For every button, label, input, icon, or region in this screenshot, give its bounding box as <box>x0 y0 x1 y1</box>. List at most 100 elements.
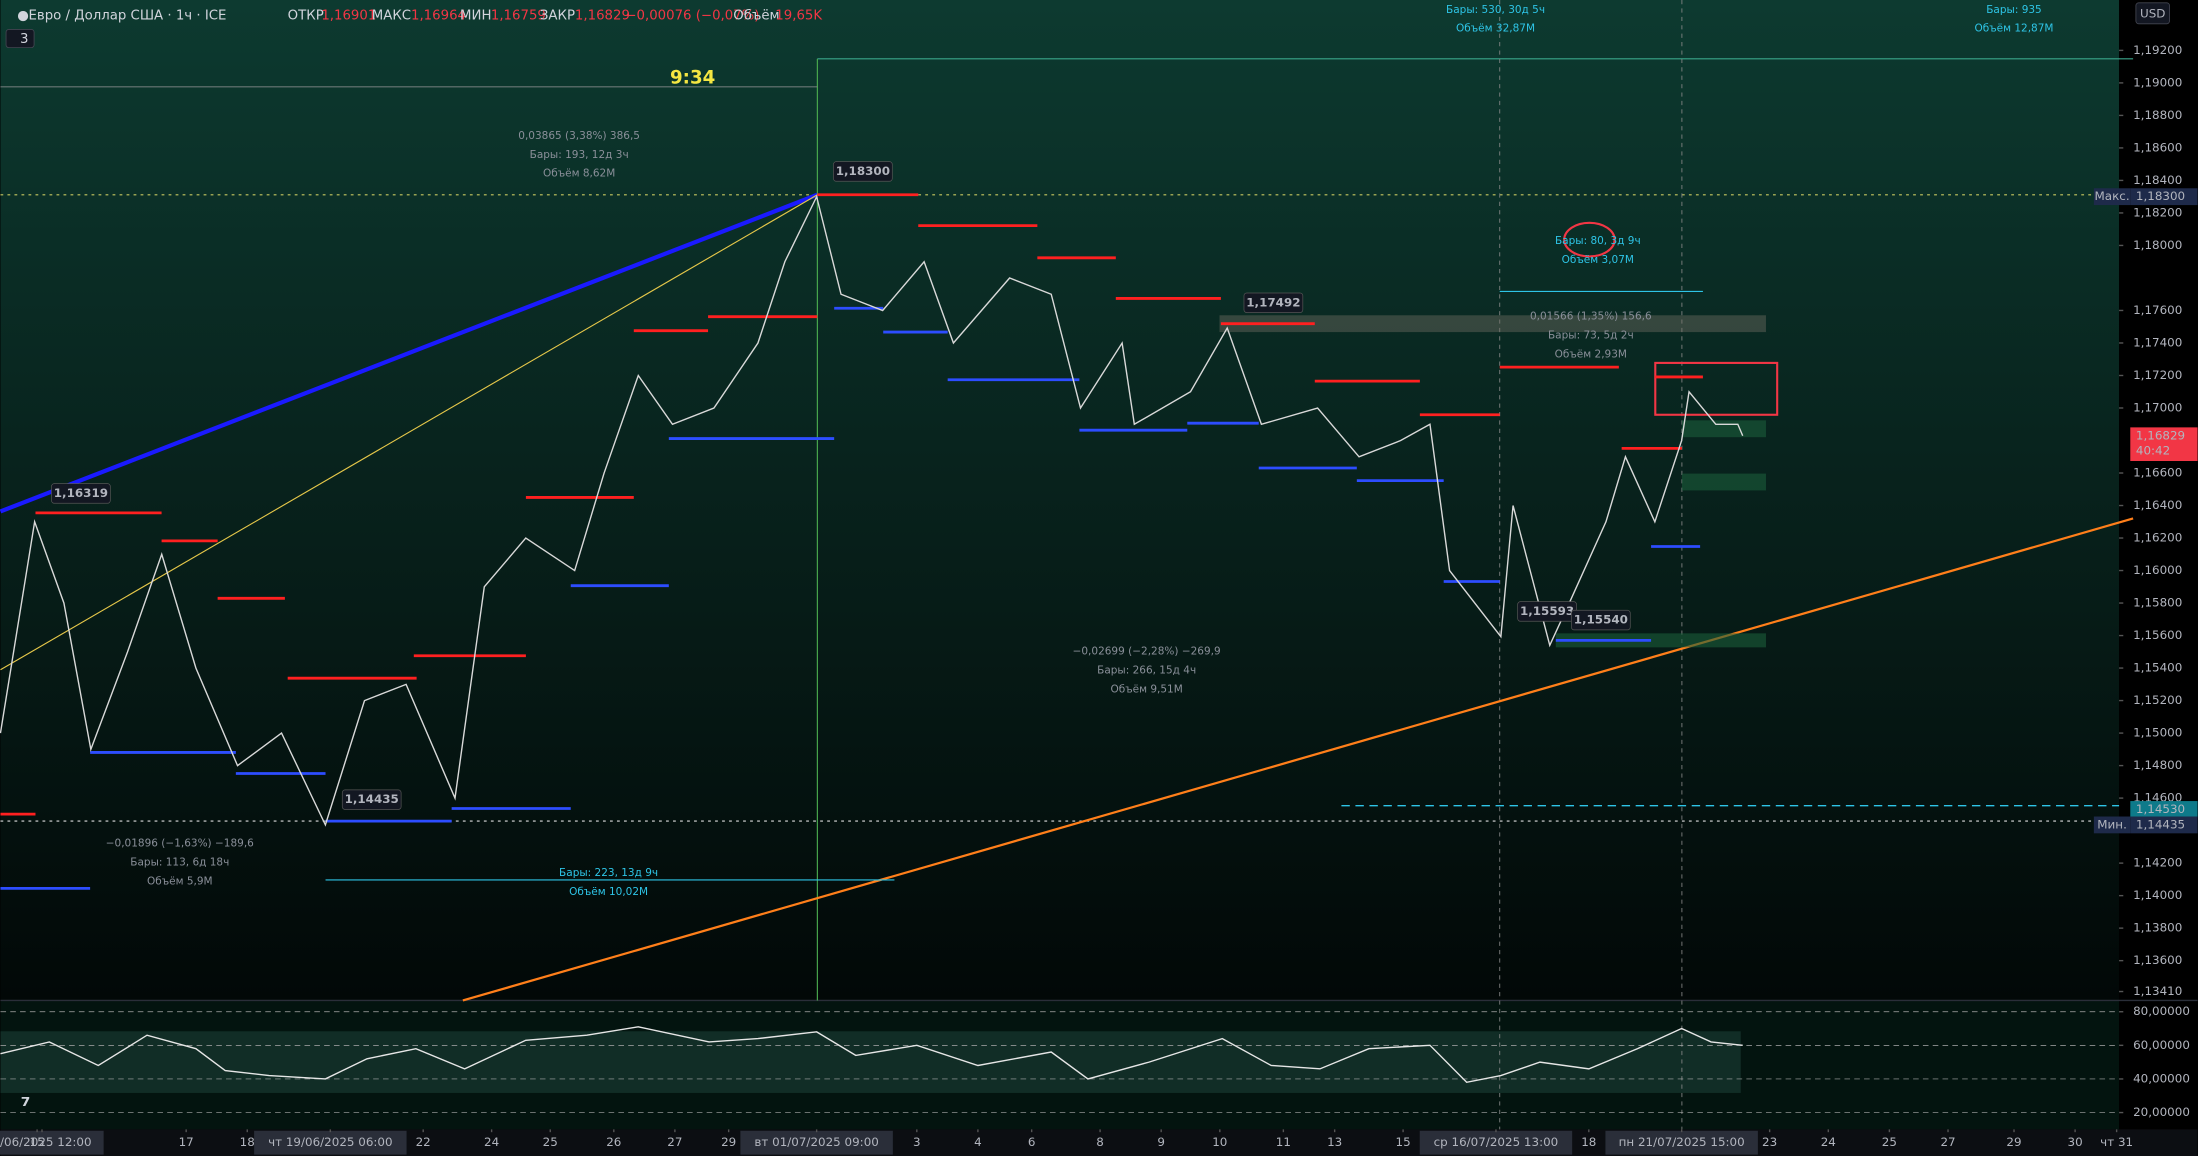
x-tick-highlight <box>1419 1130 1573 1155</box>
x-tick-label: 27 <box>1940 1135 1955 1149</box>
x-tick-label: чт 31 <box>2100 1135 2133 1149</box>
low-value: 1,16759 <box>491 8 546 23</box>
x-tick-label: 6 <box>1028 1135 1036 1149</box>
y-tick-label: 1,13410 <box>2133 984 2182 998</box>
time-marker: 9:34 <box>670 67 715 88</box>
x-tick-label: чт 19/06/2025 06:00 <box>268 1135 392 1149</box>
y-tick-label: 1,18200 <box>2133 205 2182 219</box>
x-tick-label: 15 <box>1396 1135 1411 1149</box>
y-tick-label: 1,17400 <box>2133 335 2182 349</box>
y-tick-label: 1,17600 <box>2133 303 2182 317</box>
highlight-circle <box>1563 221 1616 258</box>
y-tick-label: 1,18600 <box>2133 140 2182 154</box>
drawn-layer: 1,19200 1,19000 1,18800 1,18600 1,18400 1,182… <box>0 4 2198 1155</box>
close-label: ЗАКР <box>540 8 575 23</box>
axis-badge-label: 1,14530 <box>2136 802 2185 816</box>
trend-line <box>0 194 818 671</box>
x-tick-highlight <box>0 1130 104 1155</box>
x-tick-label: 27 <box>667 1135 682 1149</box>
y-tick-label: 80,00000 <box>2133 1004 2190 1018</box>
x-tick-label: 30 <box>2068 1135 2083 1149</box>
y-tick-label: 1,16200 <box>2133 531 2182 545</box>
measurement: 0,01566 (1,35%) 156,6 <box>1530 311 1652 323</box>
measurement: Объём 3,07M <box>1562 254 1634 266</box>
measurement: −0,02699 (−2,28%) −269,9 <box>1073 646 1221 658</box>
symbol-title[interactable]: Евро / Доллар США · 1ч · ICE <box>28 8 226 23</box>
indicator-badge[interactable] <box>5 29 35 49</box>
point-label-box <box>1571 609 1631 631</box>
close-value: 1,16829 <box>575 8 630 23</box>
y-tick-label: 1,14000 <box>2133 888 2182 902</box>
point-label: 1,15540 <box>1574 613 1628 627</box>
x-tick-label: 9 <box>1157 1135 1165 1149</box>
zone <box>1681 473 1766 491</box>
x-tick-label: ср 16/07/2025 13:00 <box>1434 1135 1559 1149</box>
logo: ⁷ <box>21 1093 31 1119</box>
axis-badge-note: Мин. <box>2097 817 2127 831</box>
x-tick-label: 25 <box>543 1135 558 1149</box>
x-tick-label: 10 <box>1212 1135 1227 1149</box>
x-tick-label: 25 <box>1882 1135 1897 1149</box>
x-tick-label: вт 01/07/2025 09:00 <box>754 1135 878 1149</box>
x-tick-label: 22 <box>416 1135 431 1149</box>
measurement: Объём 10,02M <box>569 886 648 898</box>
axis-badge-label: 1,16829 <box>2136 428 2185 442</box>
point-label: 1,18300 <box>836 164 890 178</box>
y-tick-label: 1,13600 <box>2133 953 2182 967</box>
x-tick-label: 15 <box>30 1135 45 1149</box>
x-tick-label: 26 <box>606 1135 621 1149</box>
measurement: Бары: 530, 30д 5ч <box>1446 4 1545 16</box>
currency-button[interactable] <box>2135 2 2170 25</box>
x-tick-label: 17 <box>179 1135 194 1149</box>
y-tick-label: 1,16600 <box>2133 466 2182 480</box>
point-label-box <box>51 483 111 504</box>
y-tick-label: 1,14200 <box>2133 856 2182 870</box>
point-label: 1,16319 <box>54 486 108 500</box>
x-tick-label: 18 <box>240 1135 255 1149</box>
measurement: Объём 12,87M <box>1974 23 2053 35</box>
low-label: МИН <box>460 8 491 23</box>
y-tick-label: 1,17200 <box>2133 368 2182 382</box>
measurement: Бары: 113, 6д 18ч <box>130 856 229 868</box>
support-levels <box>0 306 1701 890</box>
point-label: 1,17492 <box>1246 295 1300 309</box>
y-tick-label: 1,15800 <box>2133 596 2182 610</box>
point-label-box <box>833 161 893 182</box>
measurement: Бары: 266, 15д 4ч <box>1097 664 1196 676</box>
y-tick-label: 1,17000 <box>2133 400 2182 414</box>
measurement: Бары: 80, 3д 9ч <box>1555 235 1641 247</box>
x-tick-label: 13 <box>1327 1135 1342 1149</box>
x-tick-label: 29 <box>2006 1135 2021 1149</box>
y-tick-label: 60,00000 <box>2133 1038 2190 1052</box>
measurement: Бары: 73, 5д 2ч <box>1548 330 1634 342</box>
measurement: Объём 32,87M <box>1456 23 1535 35</box>
trend-line <box>462 517 2134 1002</box>
main-pane <box>0 0 2120 1001</box>
y-tick-label: 1,15200 <box>2133 693 2182 707</box>
y-tick-label: 1,18000 <box>2133 238 2182 252</box>
point-label: 1,15593 <box>1520 604 1574 618</box>
y-tick-label: 1,19200 <box>2133 43 2182 57</box>
symbol-icon: ● <box>17 8 29 23</box>
x-tick-label: 11 <box>1276 1135 1291 1149</box>
x-tick-highlight <box>740 1130 893 1155</box>
high-value: 1,16964 <box>411 8 466 23</box>
rsi-band <box>0 1031 1741 1093</box>
badge-count: 3 <box>20 32 28 47</box>
axis-badge-note: Макс. <box>2095 189 2130 203</box>
y-tick-label: 40,00000 <box>2133 1071 2190 1085</box>
point-label-box <box>1243 292 1304 313</box>
measurement: Объём 8,62M <box>543 168 615 180</box>
x-tick-label: 8 <box>1096 1135 1104 1149</box>
y-tick-label: 1,13800 <box>2133 921 2182 935</box>
volume-label: Объём <box>733 7 779 23</box>
trend-line <box>0 192 819 514</box>
axis-badge-label: 1,18300 <box>2136 189 2185 203</box>
y-tick-label: 1,14800 <box>2133 758 2182 772</box>
x-tick-highlight <box>254 1130 407 1155</box>
axis-badge <box>2130 801 2198 818</box>
measurement: Объём 9,51M <box>1110 683 1182 695</box>
point-label: 1,14435 <box>345 792 399 806</box>
axis-badge-note-box <box>2093 816 2131 834</box>
